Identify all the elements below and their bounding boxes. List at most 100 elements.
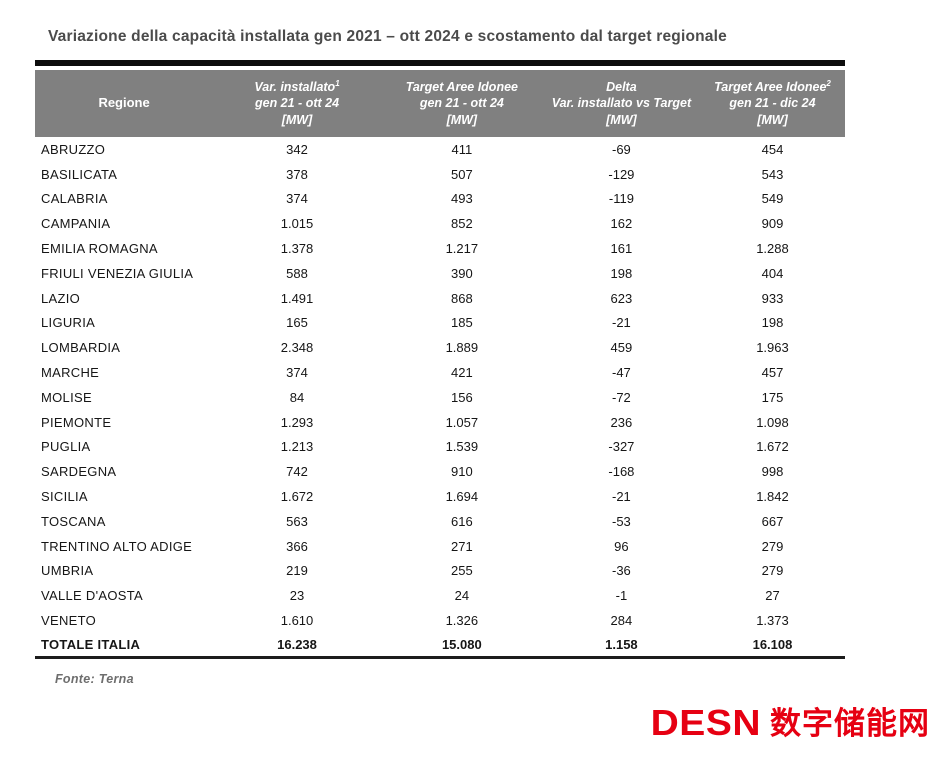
var-installato-cell: 588	[286, 265, 308, 281]
target-dic-cell: 1.098	[756, 414, 789, 430]
table-row: SARDEGNA 742 910 -168 998	[35, 459, 845, 484]
var-installato-cell: 1.213	[280, 439, 314, 455]
header-delta: Delta Var. installato vs Target [MW]	[542, 70, 700, 137]
region-cell: ABRUZZO	[41, 141, 106, 157]
target-ott-cell: 1.217	[445, 241, 479, 257]
table-total-row: TOTALE ITALIA 16.238 15.080 1.158 16.108	[35, 633, 845, 658]
header-target-dic-line3: [MW]	[757, 112, 788, 127]
region-cell: MARCHE	[41, 365, 100, 381]
delta-cell: -72	[612, 389, 631, 405]
target-ott-cell: 271	[450, 538, 473, 554]
header-delta-line3: [MW]	[606, 112, 637, 127]
delta-cell: -36	[612, 563, 631, 579]
desn-logo-latin: DESN	[650, 703, 761, 744]
var-installato-cell: 1.293	[280, 414, 314, 430]
table-row: PIEMONTE 1.293 1.057 236 1.098	[35, 410, 845, 435]
delta-cell: 623	[610, 290, 633, 306]
header-regione-label: Regione	[98, 95, 150, 111]
header-var-installato: Var. installato1 gen 21 - ott 24 [MW]	[213, 70, 381, 137]
target-ott-cell: 411	[451, 141, 473, 157]
target-dic-cell: 909	[761, 216, 784, 232]
delta-cell: 459	[610, 340, 633, 356]
region-cell: EMILIA ROMAGNA	[41, 241, 158, 257]
region-cell: FRIULI VENEZIA GIULIA	[41, 265, 194, 281]
delta-cell: -327	[608, 439, 635, 455]
target-ott-cell: 1.326	[445, 613, 479, 629]
delta-cell: -21	[612, 315, 631, 331]
target-dic-cell: 404	[761, 265, 784, 281]
region-cell: VALLE D'AOSTA	[41, 588, 143, 604]
region-cell: CALABRIA	[41, 191, 108, 207]
var-installato-cell: 1.491	[280, 290, 314, 306]
target-ott-cell: 493	[450, 191, 473, 207]
target-ott-cell: 868	[450, 290, 473, 306]
target-ott-cell: 156	[450, 389, 473, 405]
delta-cell: 236	[610, 414, 633, 430]
target-ott-cell: 852	[450, 216, 473, 232]
table-row: PUGLIA 1.213 1.539 -327 1.672	[35, 435, 845, 460]
table-row: MOLISE 84 156 -72 175	[35, 385, 845, 410]
delta-cell: 198	[610, 265, 633, 281]
region-cell: UMBRIA	[41, 563, 94, 579]
target-dic-cell: 457	[761, 365, 784, 381]
region-cell: MOLISE	[41, 389, 92, 405]
target-ott-cell: 1.889	[445, 340, 479, 356]
delta-cell: -21	[612, 489, 631, 505]
table-row: LIGURIA 165 185 -21 198	[35, 311, 845, 336]
table-top-border	[35, 60, 845, 66]
var-installato-cell: 374	[286, 365, 308, 381]
page-title: Variazione della capacità installata gen…	[48, 28, 727, 45]
delta-cell: -47	[612, 365, 631, 381]
target-ott-cell: 24	[454, 588, 470, 604]
total-target-ott-cell: 15.080	[441, 637, 482, 653]
target-ott-cell: 507	[450, 166, 473, 182]
header-var-line2: gen 21 - ott 24	[254, 96, 340, 111]
capacity-table: Regione Var. installato1 gen 21 - ott 24…	[35, 60, 845, 659]
target-dic-cell: 198	[761, 315, 784, 331]
delta-cell: -53	[612, 513, 631, 529]
target-dic-cell: 1.288	[756, 241, 789, 257]
header-target-dic-line1: Target Aree Idonee	[714, 80, 827, 95]
var-installato-cell: 366	[286, 538, 308, 554]
target-ott-cell: 1.057	[445, 414, 479, 430]
var-installato-cell: 374	[286, 191, 308, 207]
table-row: FRIULI VENEZIA GIULIA 588 390 198 404	[35, 261, 845, 286]
var-installato-cell: 84	[289, 389, 305, 405]
table-row: LOMBARDIA 2.348 1.889 459 1.963	[35, 335, 845, 360]
header-target-aree-idonee-dic: Target Aree Idonee2 gen 21 - dic 24 [MW]	[699, 70, 845, 137]
header-target-ott-line3: [MW]	[446, 112, 478, 127]
delta-cell: -1	[615, 588, 628, 604]
target-dic-cell: 175	[761, 389, 784, 405]
target-dic-cell: 667	[761, 513, 784, 529]
region-cell: PIEMONTE	[41, 414, 112, 430]
region-cell: PUGLIA	[41, 439, 91, 455]
table-row: SICILIA 1.672 1.694 -21 1.842	[35, 484, 845, 509]
target-dic-cell: 1.373	[756, 613, 789, 629]
table-row: TRENTINO ALTO ADIGE 366 271 96 279	[35, 534, 845, 559]
target-ott-cell: 255	[450, 563, 473, 579]
delta-cell: 161	[610, 241, 633, 257]
table-row: TOSCANA 563 616 -53 667	[35, 509, 845, 534]
target-dic-cell: 933	[761, 290, 784, 306]
target-dic-cell: 998	[761, 464, 784, 480]
target-ott-cell: 421	[450, 365, 473, 381]
header-delta-line1: Delta	[606, 80, 637, 95]
target-dic-cell: 1.963	[756, 340, 789, 356]
target-ott-cell: 1.539	[445, 439, 479, 455]
var-installato-cell: 1.610	[280, 613, 314, 629]
header-target-dic-line2: gen 21 - dic 24	[729, 96, 816, 111]
header-target-ott-line1: Target Aree Idonee	[405, 80, 518, 95]
var-installato-cell: 342	[286, 141, 308, 157]
table-row: ABRUZZO 342 411 -69 454	[35, 137, 845, 162]
target-dic-cell: 27	[765, 588, 780, 604]
header-var-line3: [MW]	[281, 112, 313, 127]
var-installato-cell: 742	[286, 464, 308, 480]
target-ott-cell: 185	[450, 315, 473, 331]
target-dic-cell: 1.672	[756, 439, 789, 455]
target-dic-cell: 1.842	[756, 489, 789, 505]
target-dic-cell: 279	[761, 538, 784, 554]
region-cell: CAMPANIA	[41, 216, 111, 232]
region-cell: SARDEGNA	[41, 464, 117, 480]
var-installato-cell: 165	[286, 315, 308, 331]
